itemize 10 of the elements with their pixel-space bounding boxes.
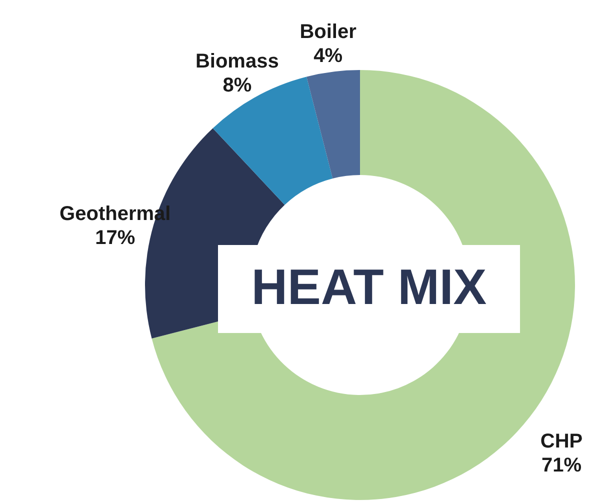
slice-label: Biomass xyxy=(195,50,279,73)
data-label: 71% xyxy=(541,454,582,476)
text: HEAT MIX xyxy=(251,259,487,315)
data-label: 4% xyxy=(314,45,343,68)
slice-label: Boiler xyxy=(300,21,357,44)
slice-label: CHP xyxy=(540,430,583,452)
donut-slice xyxy=(306,70,360,178)
donut-slice xyxy=(212,76,333,205)
data-label: 8% xyxy=(222,74,252,97)
data-label: 17% xyxy=(95,226,136,249)
